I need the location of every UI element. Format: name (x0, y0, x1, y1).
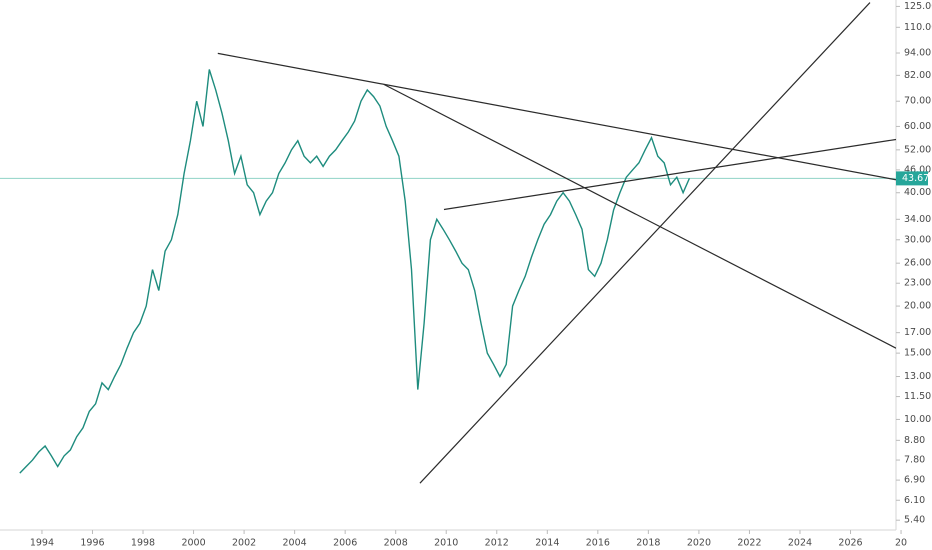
y-tick-label: 20.00 (904, 301, 931, 312)
y-tick-label: 23.00 (904, 278, 931, 289)
x-tick-label: 20 (895, 538, 907, 549)
trendline (217, 52, 896, 181)
y-tick-label: 40.00 (904, 187, 931, 198)
last-price-label: 43.67 (902, 173, 929, 184)
y-tick-label: 34.00 (904, 214, 931, 225)
price-line (19, 69, 691, 474)
y-tick-label: 6.90 (904, 475, 925, 486)
trendline (383, 83, 896, 349)
x-tick-label: 2004 (283, 538, 307, 549)
y-tick-label: 70.00 (904, 96, 931, 107)
y-tick-label: 110.00 (904, 22, 932, 33)
x-tick-label: 1996 (80, 538, 104, 549)
y-tick-label: 94.00 (904, 48, 931, 59)
y-tick-label: 26.00 (904, 258, 931, 269)
x-tick-label: 2020 (687, 538, 711, 549)
y-tick-label: 5.40 (904, 515, 925, 526)
x-tick-label: 2014 (535, 538, 559, 549)
x-tick-label: 1998 (131, 538, 155, 549)
y-tick-label: 11.50 (904, 391, 931, 402)
y-tick-label: 8.80 (904, 435, 925, 446)
x-tick-label: 2002 (232, 538, 256, 549)
x-tick-label: 2010 (434, 538, 458, 549)
y-tick-label: 82.00 (904, 70, 931, 81)
x-tick-label: 2000 (181, 538, 205, 549)
y-tick-label: 10.00 (904, 414, 931, 425)
x-tick-label: 1994 (30, 538, 54, 549)
trendline (419, 2, 871, 484)
x-tick-label: 2018 (636, 538, 660, 549)
plot-area (0, 2, 896, 484)
x-tick-label: 2022 (737, 538, 761, 549)
x-tick-label: 2024 (788, 538, 812, 549)
x-tick-label: 2012 (485, 538, 509, 549)
y-tick-label: 17.00 (904, 327, 931, 338)
x-tick-label: 2016 (586, 538, 610, 549)
y-tick-label: 52.00 (904, 144, 931, 155)
y-tick-label: 15.00 (904, 348, 931, 359)
trendline (443, 138, 896, 211)
x-tick-label: 2006 (333, 538, 357, 549)
x-tick-label: 2008 (384, 538, 408, 549)
y-tick-label: 30.00 (904, 234, 931, 245)
y-tick-label: 13.00 (904, 371, 931, 382)
y-tick-label: 125.00 (904, 1, 932, 12)
last-price-badge (896, 171, 928, 186)
x-tick-label: 2026 (838, 538, 862, 549)
y-tick-label: 46.00 (904, 164, 931, 175)
y-tick-label: 6.10 (904, 495, 925, 506)
y-tick-label: 60.00 (904, 121, 931, 132)
y-tick-label: 7.80 (904, 455, 925, 466)
